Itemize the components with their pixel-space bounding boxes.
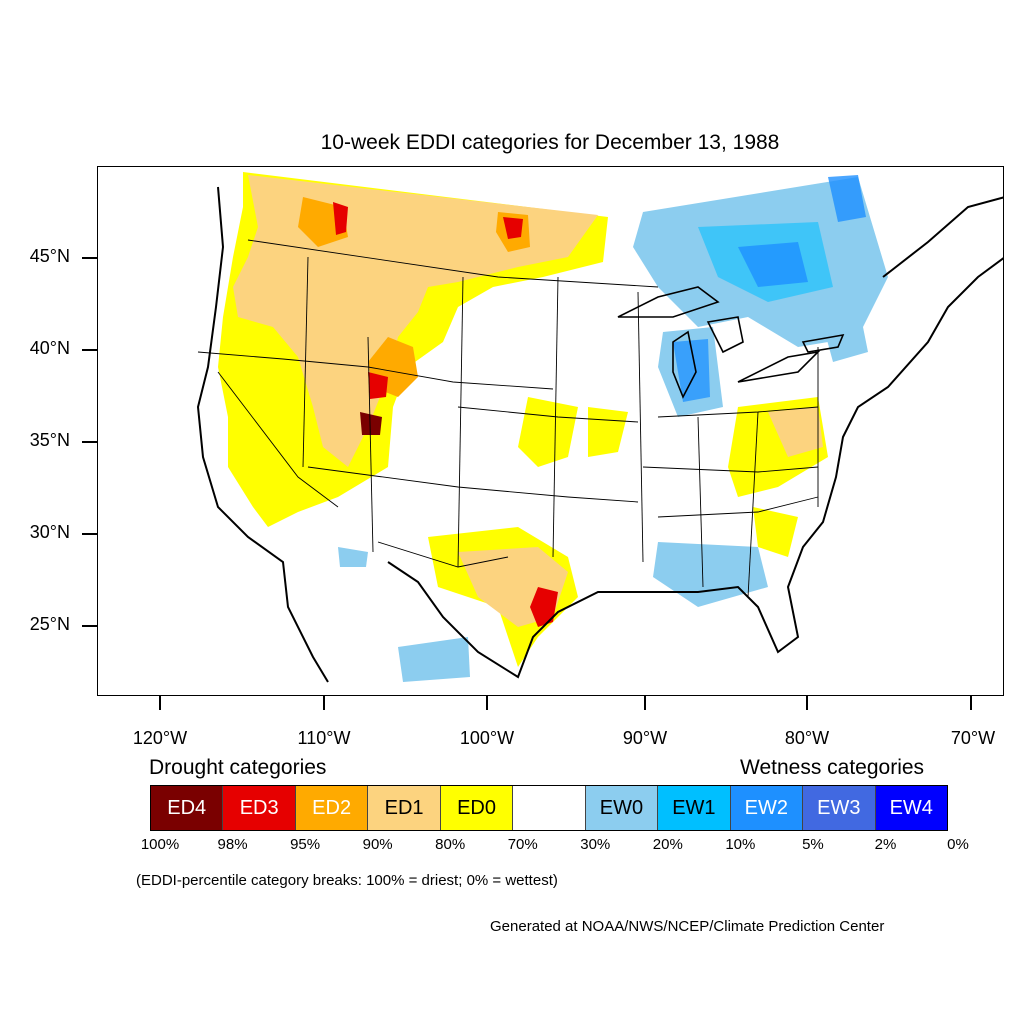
- lon-label-90: 90°W: [622, 728, 668, 748]
- percentile-label: 30%: [580, 836, 611, 853]
- percentile-label: 20%: [652, 836, 683, 853]
- category-breaks-note: (EDDI-percentile category breaks: 100% =…: [136, 872, 558, 889]
- lat-label-40: 40°N: [29, 338, 70, 358]
- legend-box-ed0: ED0: [440, 786, 514, 830]
- lon-tick-100: [486, 696, 488, 710]
- lon-tick-70: [970, 696, 972, 710]
- percentile-label: 98%: [217, 836, 248, 853]
- lat-tick-45: [82, 257, 97, 259]
- lat-tick-25: [82, 625, 97, 627]
- percentile-label: 90%: [362, 836, 393, 853]
- legend-box-ed3: ED3: [223, 786, 296, 830]
- percentile-label: 0%: [947, 836, 969, 853]
- lat-tick-40: [82, 349, 97, 351]
- lat-label-35: 35°N: [29, 430, 70, 450]
- legend-box-ew4: EW4: [875, 786, 947, 830]
- lon-label-100: 100°W: [459, 728, 515, 748]
- map-title: 10-week EDDI categories for December 13,…: [320, 131, 780, 154]
- percentile-label: 80%: [435, 836, 466, 853]
- percentile-label: 100%: [140, 836, 180, 853]
- lon-label-120: 120°W: [132, 728, 188, 748]
- lat-label-45: 45°N: [29, 246, 70, 266]
- legend-box-ed1: ED1: [368, 786, 441, 830]
- lon-tick-80: [806, 696, 808, 710]
- lat-label-30: 30°N: [29, 522, 70, 542]
- lat-tick-30: [82, 533, 97, 535]
- legend-box-ed2: ED2: [295, 786, 369, 830]
- great-lakes: [617, 286, 845, 399]
- map-panel: [97, 166, 1004, 696]
- lat-label-25: 25°N: [29, 614, 70, 634]
- legend-box-neutral: [513, 786, 586, 830]
- legend-box-ew0: EW0: [585, 786, 659, 830]
- lon-label-70: 70°W: [950, 728, 996, 748]
- percentile-label: 10%: [725, 836, 756, 853]
- lon-label-80: 80°W: [784, 728, 830, 748]
- lat-tick-35: [82, 441, 97, 443]
- lon-tick-120: [159, 696, 161, 710]
- lon-tick-110: [323, 696, 325, 710]
- wetness-categories-heading: Wetness categories: [740, 756, 925, 779]
- conus-map: [196, 172, 1003, 683]
- legend-box-ew2: EW2: [730, 786, 804, 830]
- credit-line: Generated at NOAA/NWS/NCEP/Climate Predi…: [490, 918, 885, 935]
- lon-label-110: 110°W: [297, 728, 351, 748]
- drought-categories-heading: Drought categories: [149, 756, 327, 779]
- coastline: [196, 186, 1003, 683]
- percentile-label: 70%: [507, 836, 538, 853]
- category-legend: ED4 ED3 ED2 ED1 ED0 EW0 EW1 EW2 EW3 EW4: [150, 785, 948, 831]
- legend-box-ew1: EW1: [658, 786, 731, 830]
- percentile-label: 2%: [874, 836, 897, 853]
- legend-box-ew3: EW3: [803, 786, 876, 830]
- percentile-label: 95%: [290, 836, 321, 853]
- percentile-label: 5%: [802, 836, 824, 853]
- state-borders: [197, 239, 819, 598]
- lon-tick-90: [644, 696, 646, 710]
- wetness-shading: [338, 175, 888, 682]
- drought-shading: [218, 172, 828, 667]
- legend-box-ed4: ED4: [151, 786, 224, 830]
